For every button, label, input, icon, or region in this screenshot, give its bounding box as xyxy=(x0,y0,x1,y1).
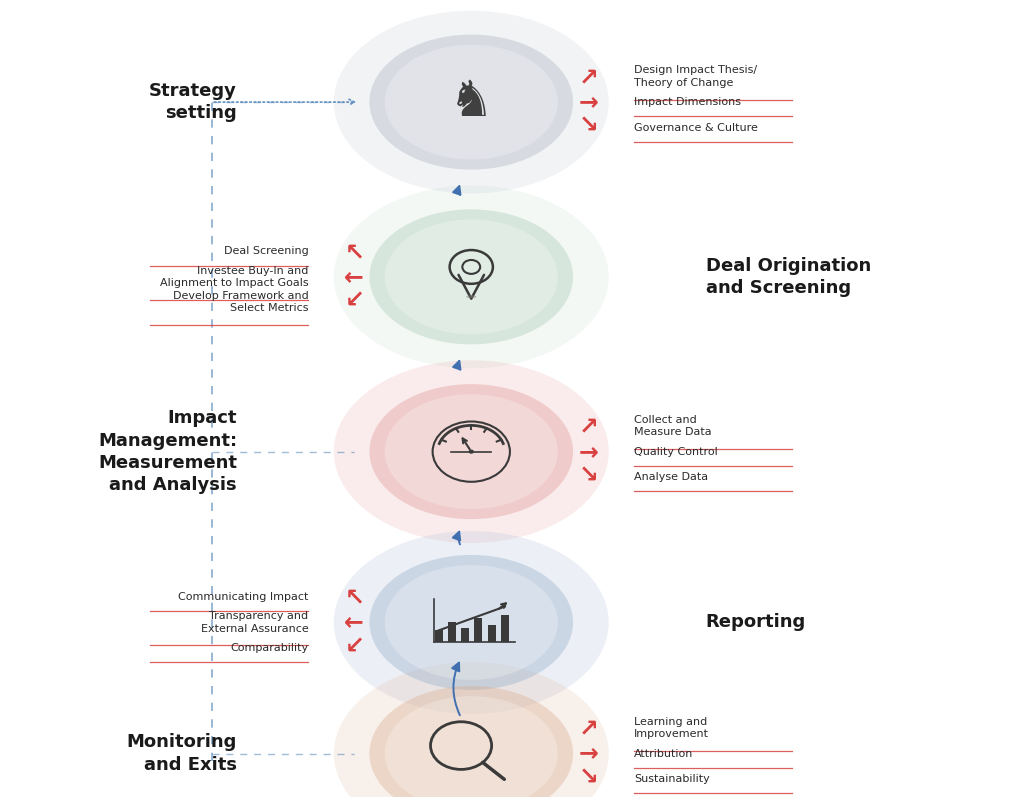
Text: ↗: ↗ xyxy=(579,416,598,440)
Ellipse shape xyxy=(385,394,558,509)
Text: Learning and
Improvement: Learning and Improvement xyxy=(634,717,710,739)
Text: ↙: ↙ xyxy=(344,289,364,313)
Ellipse shape xyxy=(385,45,558,159)
Ellipse shape xyxy=(370,384,573,519)
Text: Collect and
Measure Data: Collect and Measure Data xyxy=(634,415,712,438)
Text: Develop Framework and
Select Metrics: Develop Framework and Select Metrics xyxy=(173,291,308,314)
Text: Comparability: Comparability xyxy=(230,643,308,653)
Text: Attribution: Attribution xyxy=(634,749,693,758)
Text: Strategy
setting: Strategy setting xyxy=(150,82,237,122)
Text: Design Impact Thesis/
Theory of Change: Design Impact Thesis/ Theory of Change xyxy=(634,66,758,88)
Text: ↖: ↖ xyxy=(344,241,364,265)
Ellipse shape xyxy=(385,219,558,334)
Text: →: → xyxy=(579,90,598,114)
Text: ←: ← xyxy=(344,610,364,634)
Text: →: → xyxy=(579,440,598,464)
Ellipse shape xyxy=(370,555,573,690)
Text: Impact Dimensions: Impact Dimensions xyxy=(634,97,741,107)
Text: Governance & Culture: Governance & Culture xyxy=(634,122,758,133)
Text: Investee Buy-In and
Alignment to Impact Goals: Investee Buy-In and Alignment to Impact … xyxy=(160,266,308,288)
Bar xyxy=(447,622,456,642)
Text: Monitoring
and Exits: Monitoring and Exits xyxy=(127,734,237,774)
Ellipse shape xyxy=(334,360,608,543)
Ellipse shape xyxy=(370,210,573,344)
Text: Transparency and
External Assurance: Transparency and External Assurance xyxy=(201,611,308,634)
Text: Deal Screening: Deal Screening xyxy=(223,246,308,257)
Ellipse shape xyxy=(334,10,608,194)
Text: Sustainability: Sustainability xyxy=(634,774,710,784)
Text: →: → xyxy=(579,742,598,766)
Circle shape xyxy=(469,450,474,454)
Text: Communicating Impact: Communicating Impact xyxy=(178,592,308,602)
Ellipse shape xyxy=(334,662,608,800)
Bar xyxy=(474,618,482,642)
Text: ↘: ↘ xyxy=(579,463,598,487)
Text: ↙: ↙ xyxy=(344,634,364,658)
Text: ←: ← xyxy=(344,265,364,289)
Text: ♞: ♞ xyxy=(449,78,494,126)
Text: Deal Origination
and Screening: Deal Origination and Screening xyxy=(706,257,870,297)
Text: ↗: ↗ xyxy=(579,718,598,742)
Text: ↘: ↘ xyxy=(579,114,598,138)
Bar xyxy=(434,630,442,642)
Text: Analyse Data: Analyse Data xyxy=(634,472,709,482)
Text: Reporting: Reporting xyxy=(706,614,806,631)
Bar xyxy=(487,625,496,642)
Ellipse shape xyxy=(334,186,608,368)
Ellipse shape xyxy=(385,565,558,680)
Bar xyxy=(501,614,509,642)
Ellipse shape xyxy=(370,686,573,800)
Ellipse shape xyxy=(370,34,573,170)
Bar xyxy=(461,628,469,642)
Text: Quality Control: Quality Control xyxy=(634,446,718,457)
Text: ↘: ↘ xyxy=(579,766,598,790)
Text: ↖: ↖ xyxy=(344,586,364,610)
Text: Impact
Management:
Measurement
and Analysis: Impact Management: Measurement and Analy… xyxy=(98,410,237,494)
Text: ↗: ↗ xyxy=(579,66,598,90)
Ellipse shape xyxy=(466,295,476,298)
Ellipse shape xyxy=(334,531,608,714)
Ellipse shape xyxy=(385,696,558,800)
